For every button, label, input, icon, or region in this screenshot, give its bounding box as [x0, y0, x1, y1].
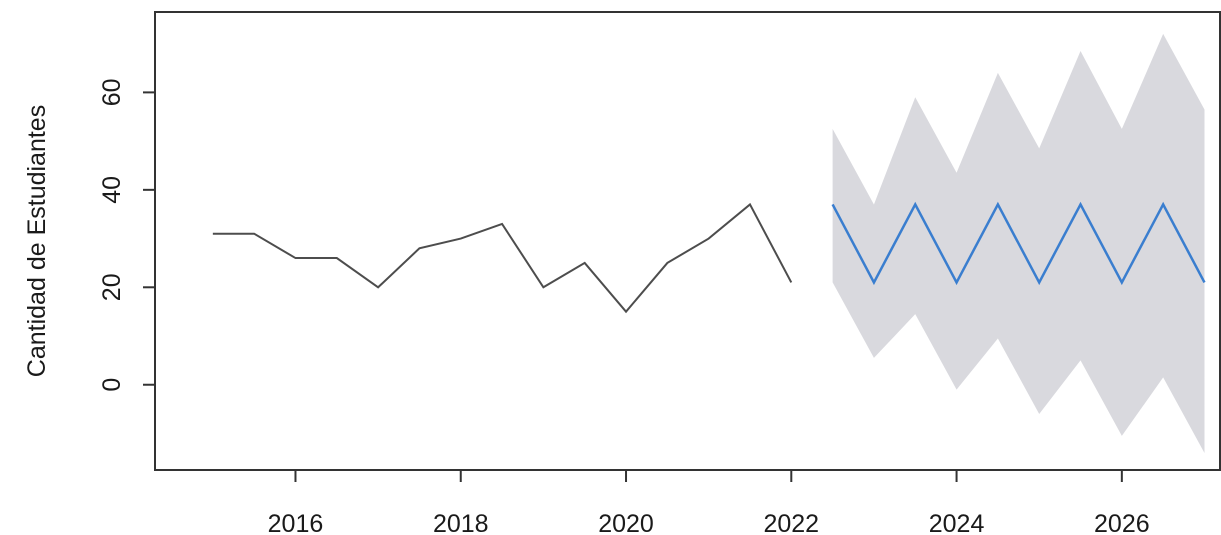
forecast-series-line [831, 201, 1206, 286]
x-tick-label: 2024 [929, 510, 985, 535]
x-tick-label: 2020 [598, 510, 654, 535]
x-axis: 2016 2018 2020 2022 2024 2026 [268, 470, 1150, 535]
x-tick-label: 2018 [433, 510, 489, 535]
plot-frame [154, 11, 1221, 471]
y-tick-label: 40 [98, 176, 126, 204]
observed-series-line [212, 202, 793, 314]
x-tick-label: 2026 [1094, 510, 1150, 535]
series-layer [212, 201, 1206, 314]
y-tick-label: 60 [98, 78, 126, 106]
y-axis-title: Cantidad de Estudiantes [23, 105, 51, 377]
x-tick-label: 2022 [763, 510, 819, 535]
y-tick-label: 20 [98, 273, 126, 301]
y-tick-label: 0 [98, 378, 126, 392]
x-tick-label: 2016 [268, 510, 324, 535]
y-axis: 0 20 40 60 [98, 78, 155, 392]
